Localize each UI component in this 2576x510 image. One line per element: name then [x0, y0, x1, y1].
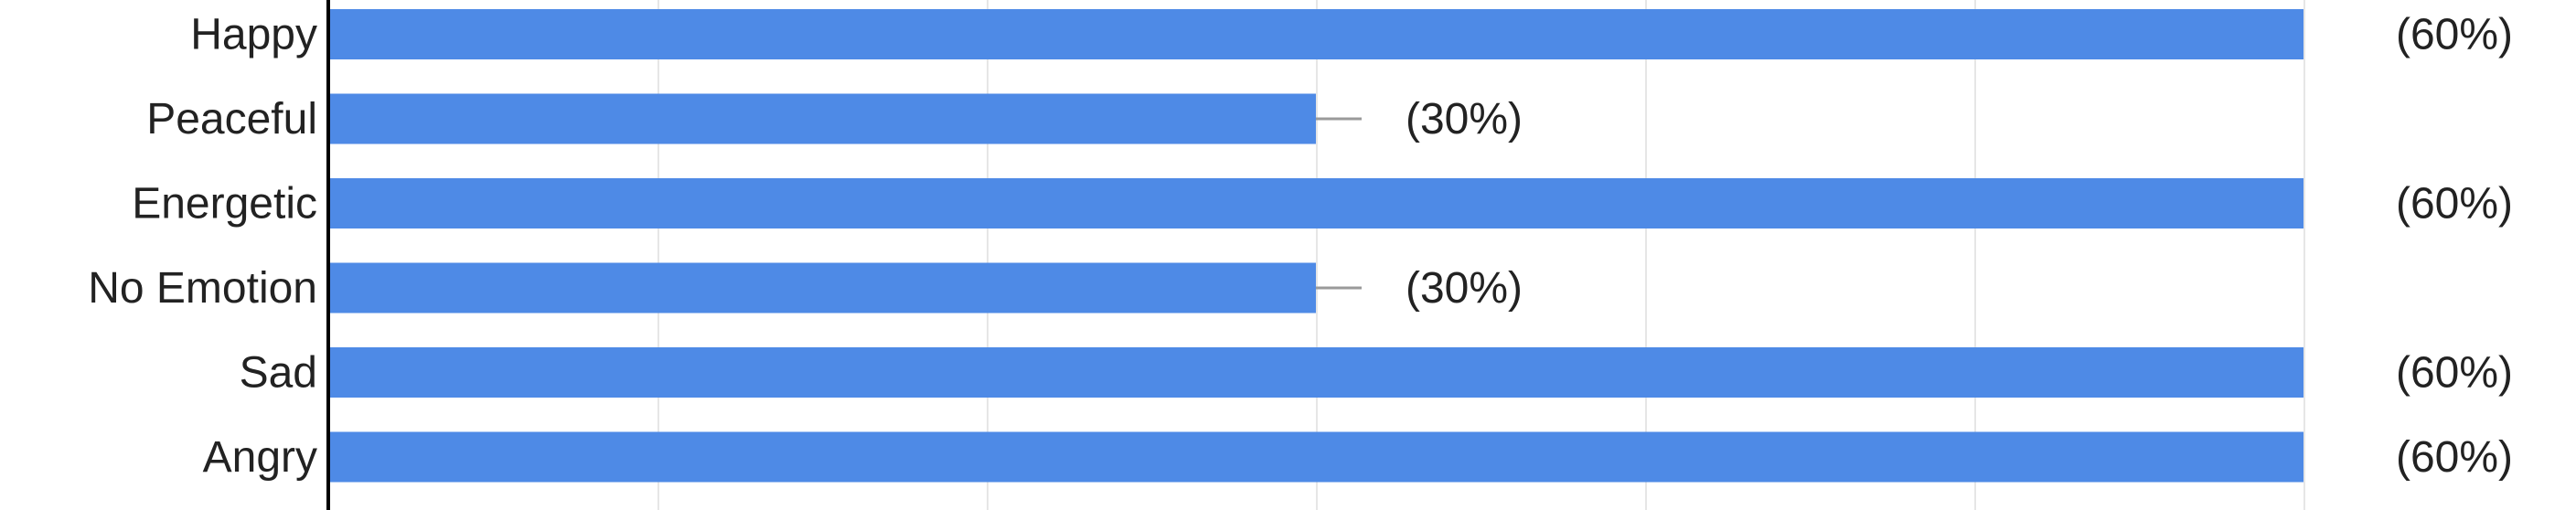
gridlines: [657, 0, 2305, 510]
value-label: (30%): [1406, 95, 1523, 143]
bar-sad: [328, 347, 2303, 398]
bar-energetic: [328, 178, 2303, 228]
bar-happy: [328, 9, 2303, 59]
category-label: Peaceful: [146, 95, 317, 143]
value-label: (60%): [2396, 11, 2513, 59]
bar-peaceful: [328, 93, 1316, 144]
value-label: (30%): [1406, 264, 1523, 313]
category-label: No Emotion: [88, 264, 317, 313]
category-label: Angry: [203, 433, 317, 482]
value-label: (60%): [2396, 180, 2513, 228]
category-label: Sad: [240, 349, 317, 398]
category-label: Happy: [190, 11, 317, 59]
bar-angry: [328, 431, 2303, 483]
bar-no-emotion: [328, 262, 1316, 313]
label-connectors: [1316, 117, 1362, 290]
value-label: (60%): [2396, 349, 2513, 398]
category-labels: Happy Peaceful Energetic No Emotion Sad Angry: [88, 11, 317, 483]
value-label: (60%): [2396, 433, 2513, 482]
value-labels: (60%) (30%) (60%) (30%) (60%) (60%): [1406, 11, 2513, 483]
category-label: Energetic: [132, 180, 317, 228]
bars: [328, 9, 2303, 483]
